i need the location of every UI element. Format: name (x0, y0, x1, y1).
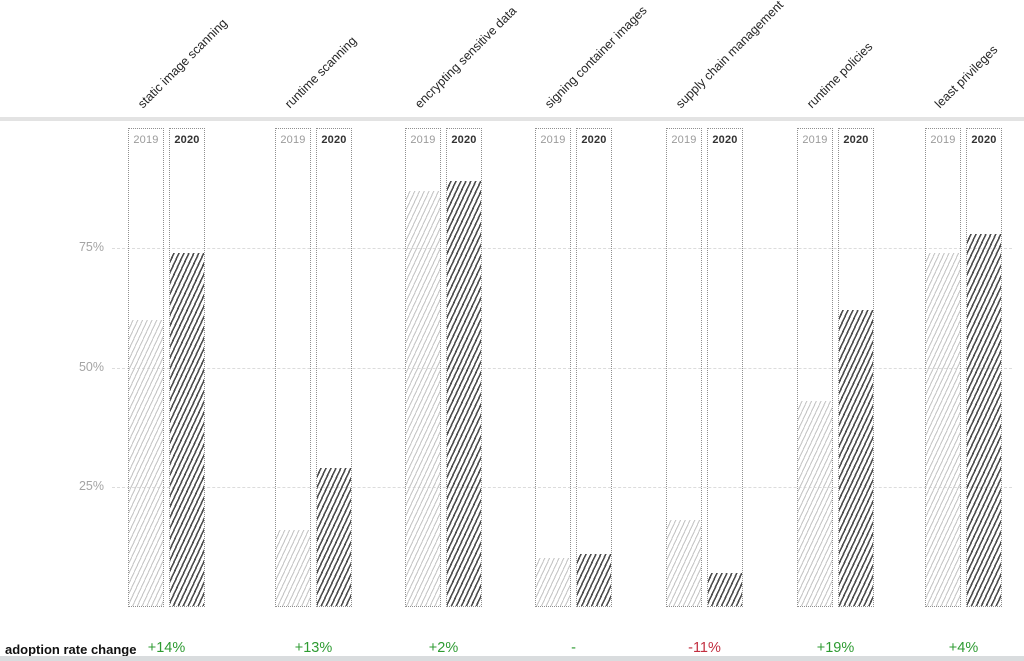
change-value: +14% (147, 640, 186, 656)
year-column-2020: 2020 (707, 128, 743, 607)
year-column-2019: 2019 (405, 128, 441, 607)
category-label: runtime policies (804, 39, 876, 111)
bar-fill-2020 (447, 181, 481, 606)
change-value: +13% (294, 640, 333, 656)
header-divider-line (0, 117, 1024, 121)
year-column-2020: 2020 (446, 128, 482, 607)
year-label-2020: 2020 (174, 134, 200, 146)
bar-fill-2020 (708, 572, 742, 606)
year-label-2020: 2020 (971, 134, 997, 146)
year-column-2019: 2019 (275, 128, 311, 607)
bar-group: 2019 2020 (535, 128, 612, 607)
change-value: -11% (688, 640, 721, 656)
bar-fill-2020 (317, 467, 351, 606)
bar-group: 2019 2020 (666, 128, 743, 607)
bar-group: 2019 2020 (128, 128, 205, 607)
bar-group: 2019 2020 (275, 128, 352, 607)
year-column-2020: 2020 (169, 128, 205, 607)
bar-group: 2019 2020 (405, 128, 482, 607)
year-column-2019: 2019 (666, 128, 702, 607)
category-label: encrypting sensitive data (412, 3, 520, 111)
bar-fill-2020 (170, 253, 204, 606)
bar-fill-2020 (839, 310, 873, 606)
bar-fill-2020 (577, 553, 611, 606)
year-column-2020: 2020 (966, 128, 1002, 607)
year-label-2019: 2019 (133, 134, 159, 146)
year-label-2019: 2019 (280, 134, 306, 146)
gridline (112, 367, 1012, 369)
gridline (112, 487, 1012, 489)
year-label-2020: 2020 (843, 134, 869, 146)
gridline (112, 247, 1012, 249)
bar-group: 2019 2020 (797, 128, 874, 607)
year-label-2020: 2020 (581, 134, 607, 146)
horizontal-scrollbar[interactable] (0, 656, 1024, 661)
year-label-2019: 2019 (671, 134, 697, 146)
bar-fill-2019 (798, 400, 832, 606)
category-label: runtime scanning (282, 33, 360, 111)
bar-fill-2020 (967, 233, 1001, 606)
bar-fill-2019 (406, 191, 440, 606)
year-column-2020: 2020 (576, 128, 612, 607)
bar-fill-2019 (129, 319, 163, 606)
year-label-2020: 2020 (321, 134, 347, 146)
category-label: supply chain management (673, 0, 787, 111)
y-axis-tick-label: 50% (78, 359, 104, 374)
year-label-2019: 2019 (540, 134, 566, 146)
bar-group: 2019 2020 (925, 128, 1002, 607)
year-column-2020: 2020 (316, 128, 352, 607)
year-column-2020: 2020 (838, 128, 874, 607)
year-column-2019: 2019 (128, 128, 164, 607)
change-value: +2% (428, 640, 459, 656)
bar-fill-2019 (926, 253, 960, 606)
year-column-2019: 2019 (797, 128, 833, 607)
year-column-2019: 2019 (535, 128, 571, 607)
bar-fill-2019 (536, 558, 570, 606)
adoption-rate-change-label: adoption rate change (5, 642, 137, 657)
bar-fill-2019 (667, 520, 701, 606)
bar-fill-2019 (276, 529, 310, 606)
category-label: least privileges (932, 42, 1001, 111)
change-value: +4% (948, 640, 979, 656)
year-label-2019: 2019 (930, 134, 956, 146)
change-value: - (571, 640, 576, 656)
year-label-2019: 2019 (410, 134, 436, 146)
year-label-2019: 2019 (802, 134, 828, 146)
y-axis-tick-label: 25% (78, 479, 104, 494)
year-label-2020: 2020 (712, 134, 738, 146)
category-label: static image scanning (135, 16, 230, 111)
y-axis-tick-label: 75% (78, 239, 104, 254)
year-column-2019: 2019 (925, 128, 961, 607)
year-label-2020: 2020 (451, 134, 477, 146)
category-label: signing container images (542, 3, 650, 111)
change-value: +19% (816, 640, 855, 656)
